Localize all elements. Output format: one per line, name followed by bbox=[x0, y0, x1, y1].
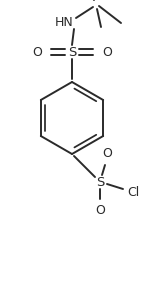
Text: HN: HN bbox=[55, 16, 73, 29]
Text: O: O bbox=[102, 46, 112, 59]
Text: O: O bbox=[102, 146, 112, 160]
Text: S: S bbox=[68, 46, 76, 59]
Text: O: O bbox=[95, 205, 105, 218]
Text: O: O bbox=[32, 46, 42, 59]
Text: Cl: Cl bbox=[127, 186, 139, 198]
Text: S: S bbox=[96, 176, 104, 188]
